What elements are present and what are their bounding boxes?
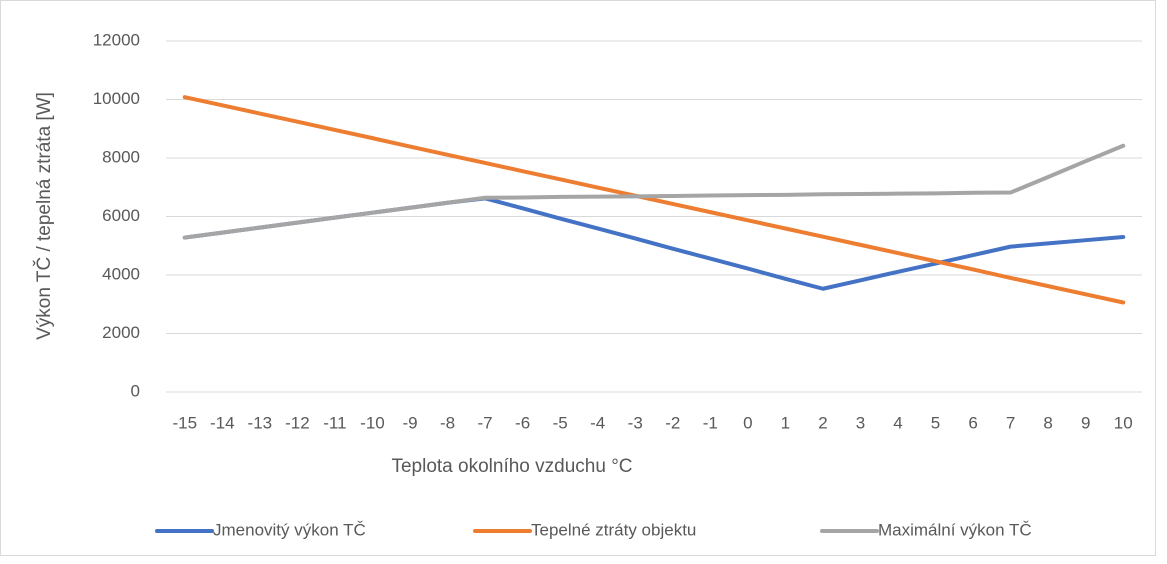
y-tick-label: 4000: [102, 264, 140, 283]
legend-label: Jmenovitý výkon TČ: [213, 520, 366, 539]
legend-label: Tepelné ztráty objektu: [531, 520, 696, 539]
x-tick-label: -15: [172, 413, 197, 432]
x-tick-label: -14: [210, 413, 235, 432]
x-tick-label: 8: [1043, 413, 1052, 432]
x-tick-label: -6: [515, 413, 530, 432]
x-tick-label: -2: [665, 413, 680, 432]
chart-border: [0, 0, 1156, 556]
x-tick-label: 7: [1006, 413, 1015, 432]
x-axis-title: Teplota okolního vzduchu °C: [391, 456, 632, 477]
y-axis-title: Výkon TČ / tepelná ztráta [W]: [33, 92, 55, 340]
y-tick-label: 10000: [93, 89, 140, 108]
x-tick-label: -1: [703, 413, 718, 432]
x-tick-label: 3: [856, 413, 865, 432]
x-tick-label: 4: [893, 413, 902, 432]
x-tick-label: 6: [968, 413, 977, 432]
x-tick-label: -12: [285, 413, 310, 432]
x-tick-label: 10: [1114, 413, 1133, 432]
series-line: [182, 143, 1126, 240]
y-tick-label: 0: [131, 381, 140, 400]
x-tick-label: -7: [478, 413, 493, 432]
x-tick-label: -5: [553, 413, 568, 432]
y-tick-label: 8000: [102, 147, 140, 166]
x-tick-label: -13: [248, 413, 273, 432]
x-tick-label: 9: [1081, 413, 1090, 432]
x-tick-label: -10: [360, 413, 385, 432]
y-tick-label: 2000: [102, 323, 140, 342]
x-tick-label: 1: [781, 413, 790, 432]
y-tick-label: 12000: [93, 30, 140, 49]
x-tick-label: -8: [440, 413, 455, 432]
legend-label: Maximální výkon TČ: [878, 520, 1032, 539]
x-tick-label: -4: [590, 413, 605, 432]
series-line: [182, 95, 1126, 305]
x-tick-label: -3: [628, 413, 643, 432]
x-tick-label: 0: [743, 413, 752, 432]
x-tick-label: 2: [818, 413, 827, 432]
x-tick-label: -9: [402, 413, 417, 432]
x-tick-label: -11: [323, 413, 346, 432]
y-tick-label: 6000: [102, 206, 140, 225]
x-tick-label: 5: [931, 413, 940, 432]
